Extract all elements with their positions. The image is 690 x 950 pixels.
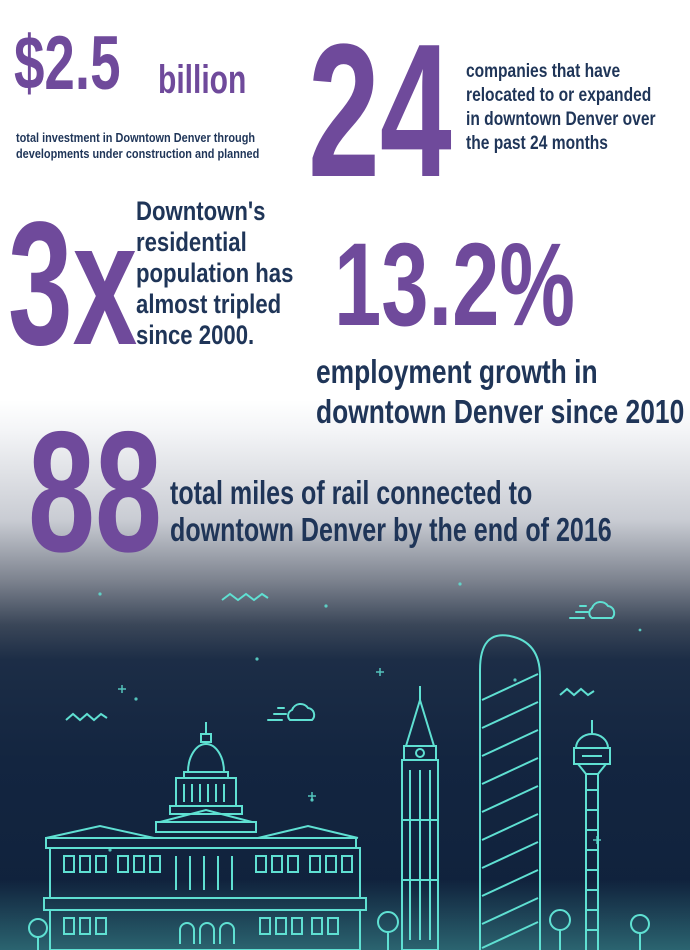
companies-value: 24 bbox=[308, 5, 452, 217]
investment-unit: billion bbox=[158, 58, 247, 102]
denver-skyline-illustration bbox=[0, 582, 690, 950]
tree-icon bbox=[28, 909, 650, 950]
clock-tower bbox=[401, 686, 439, 950]
observation-tower bbox=[573, 720, 611, 950]
employment-value: 13.2% bbox=[334, 219, 575, 351]
rail-value: 88 bbox=[28, 396, 162, 588]
investment-value: $2.5 bbox=[14, 21, 121, 106]
population-caption: Downtown's residential population has al… bbox=[136, 196, 294, 350]
investment-caption: total investment in Downtown Denver thro… bbox=[16, 130, 260, 161]
wave-icon bbox=[65, 592, 595, 722]
cloud-icon bbox=[267, 601, 616, 721]
star-dots bbox=[98, 582, 642, 852]
employment-caption: employment growth in downtown Denver sin… bbox=[316, 353, 685, 430]
companies-caption: companies that have relocated to or expa… bbox=[466, 61, 656, 154]
skyscraper bbox=[479, 634, 541, 950]
population-value: 3x bbox=[8, 186, 138, 382]
rail-caption: total miles of rail connected to downtow… bbox=[170, 474, 612, 548]
capitol-building bbox=[43, 722, 367, 950]
